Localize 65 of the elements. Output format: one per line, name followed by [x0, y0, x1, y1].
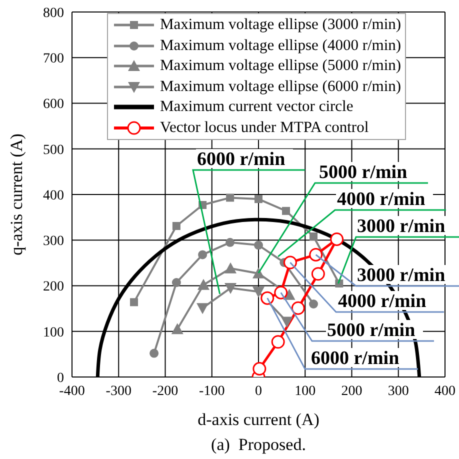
point: [252, 267, 264, 278]
y-tick-label: 100: [43, 325, 64, 340]
y-axis-title: q-axis current (A): [7, 134, 26, 256]
x-tick-label: 100: [294, 384, 316, 399]
annotation: 6000 r/min: [197, 149, 286, 170]
y-tick-label: 200: [43, 280, 64, 295]
point: [335, 279, 344, 288]
point: [226, 194, 234, 202]
y-tick-label: 500: [43, 142, 64, 158]
annotation: 3000 r/min: [357, 216, 446, 237]
annotation: 5000 r/min: [327, 320, 416, 341]
x-tick-label: 300: [388, 384, 409, 399]
x-tick-label: 400: [434, 384, 456, 399]
y-tick-label: 400: [43, 188, 64, 204]
point: [252, 286, 264, 298]
y-tick-label: 0: [57, 370, 64, 386]
legend-label: Maximum voltage ellipse (6000 r/min): [160, 76, 402, 96]
legend-label: Vector locus under MTPA control: [160, 118, 369, 138]
point: [309, 248, 323, 262]
point: [130, 298, 138, 306]
x-tick-label: 200: [341, 384, 362, 399]
point: [252, 362, 266, 376]
point: [310, 232, 318, 240]
legend-label: Maximum voltage ellipse (4000 r/min): [160, 36, 402, 56]
point: [311, 267, 325, 281]
point: [196, 303, 209, 314]
y-tick-label: 600: [43, 97, 64, 112]
annotation: 4000 r/min: [337, 189, 426, 210]
point: [224, 262, 237, 274]
y-tick-label: 300: [43, 234, 64, 250]
point: [224, 283, 237, 294]
x-tick-label: -200: [152, 384, 178, 399]
point: [271, 335, 285, 349]
annotation: 3000 r/min: [357, 265, 446, 286]
point: [226, 238, 235, 247]
point: [282, 206, 290, 215]
text: (a) Proposed.: [211, 435, 306, 454]
x-tick-label: -400: [59, 384, 85, 399]
y-tick-label: 800: [43, 6, 64, 21]
x-tick-label: -100: [199, 384, 225, 399]
point: [150, 348, 159, 358]
point: [291, 301, 305, 315]
point: [330, 232, 344, 246]
legend-label: Maximum voltage ellipse (5000 r/min): [160, 56, 402, 76]
point: [260, 291, 274, 305]
point: [254, 240, 263, 250]
point: [197, 278, 210, 290]
x-tick-label: -300: [106, 384, 132, 399]
annotation: 4000 r/min: [338, 291, 427, 312]
point: [172, 278, 181, 288]
point: [254, 195, 262, 204]
point: [280, 316, 293, 328]
annotation: 5000 r/min: [319, 162, 408, 183]
y-tick-label: 700: [43, 52, 64, 67]
point: [309, 300, 318, 308]
point: [172, 222, 180, 230]
x-axis-title: d-axis current (A): [198, 410, 320, 429]
legend-label: Maximum current vector circle: [160, 97, 354, 117]
point: [171, 323, 184, 334]
point: [274, 286, 288, 300]
x-tick-label: 0: [255, 384, 262, 399]
legend-label: Maximum voltage ellipse (3000 r/min): [160, 15, 402, 35]
annotation: 6000 r/min: [311, 348, 400, 369]
point: [198, 250, 208, 260]
point: [283, 256, 297, 270]
